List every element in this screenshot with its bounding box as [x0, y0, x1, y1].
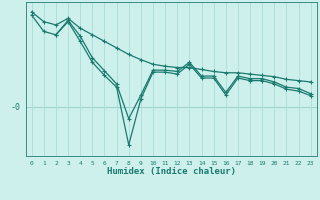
X-axis label: Humidex (Indice chaleur): Humidex (Indice chaleur)	[107, 167, 236, 176]
